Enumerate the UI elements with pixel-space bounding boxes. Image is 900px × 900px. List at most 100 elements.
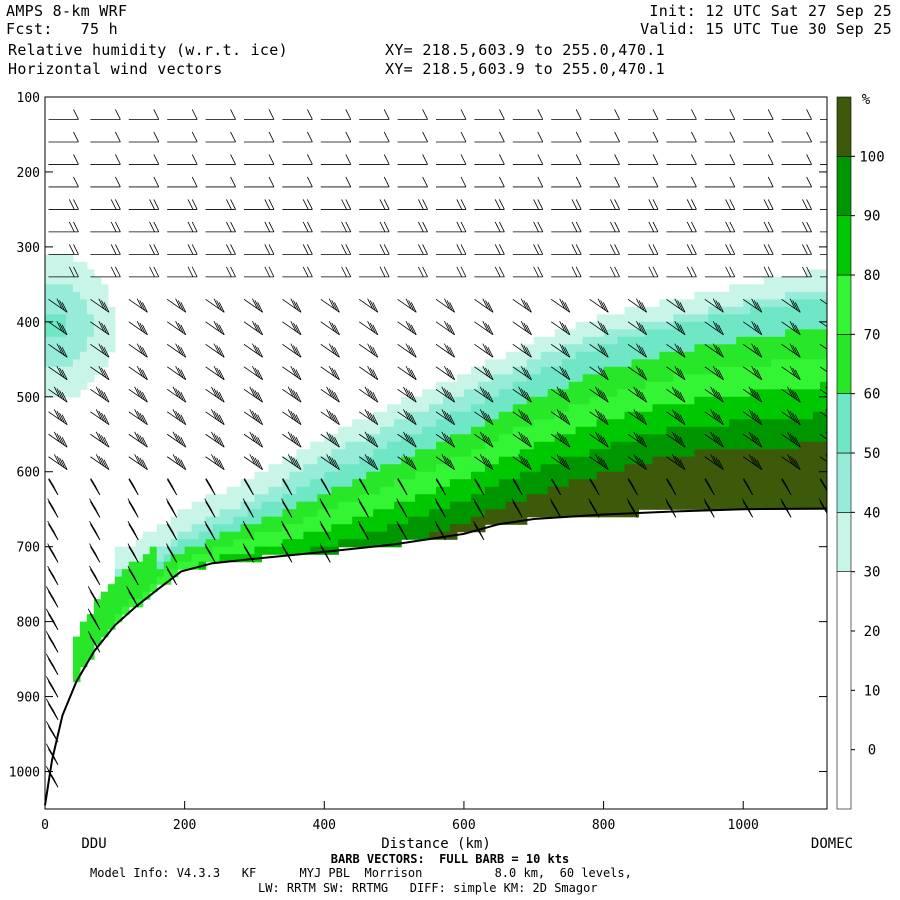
rh-cell bbox=[757, 471, 765, 480]
rh-cell bbox=[617, 389, 626, 398]
wind-barb bbox=[167, 131, 198, 143]
barb-flag bbox=[712, 388, 719, 399]
rh-cell bbox=[114, 599, 123, 608]
wind-barb bbox=[628, 97, 659, 98]
barb-flag bbox=[751, 455, 757, 467]
rh-cell bbox=[722, 464, 730, 473]
barb-flag bbox=[652, 266, 659, 278]
rh-cell bbox=[736, 284, 744, 293]
rh-cell bbox=[540, 351, 549, 360]
barb-flag bbox=[806, 109, 812, 120]
rh-cell bbox=[624, 321, 633, 330]
rh-cell bbox=[568, 359, 577, 368]
rh-cell bbox=[233, 531, 242, 540]
barb-flag bbox=[334, 392, 340, 403]
rh-cell bbox=[65, 254, 74, 263]
rh-cell bbox=[317, 546, 325, 555]
rh-cell bbox=[477, 501, 486, 510]
rh-cell bbox=[596, 486, 605, 495]
rh-cell bbox=[617, 456, 626, 465]
rh-cell bbox=[93, 276, 102, 285]
rh-cell bbox=[771, 306, 779, 315]
rh-cell bbox=[540, 344, 549, 353]
rh-cell bbox=[687, 449, 695, 458]
barb-flag bbox=[474, 478, 481, 489]
rh-cell bbox=[394, 479, 402, 488]
barb-flag bbox=[175, 320, 181, 332]
rh-cell bbox=[422, 531, 430, 540]
rh-cell bbox=[715, 471, 723, 480]
rh-cell bbox=[394, 411, 402, 420]
barb-flag bbox=[703, 498, 710, 509]
barb-flag bbox=[512, 478, 519, 489]
rh-cell bbox=[519, 471, 528, 480]
wind-barb bbox=[551, 154, 582, 165]
barb-flag bbox=[364, 454, 371, 465]
rh-cell bbox=[603, 389, 612, 398]
barb-flag bbox=[520, 365, 527, 377]
barb-flag bbox=[710, 386, 716, 397]
barb-flag bbox=[331, 412, 338, 424]
barb-flag bbox=[89, 543, 95, 554]
rh-cell bbox=[547, 486, 556, 495]
barb-flag bbox=[767, 266, 774, 278]
wind-barb bbox=[358, 343, 379, 358]
y-tick-label: 600 bbox=[17, 466, 40, 481]
barb-flag bbox=[679, 392, 686, 403]
rh-cell bbox=[436, 464, 444, 473]
rh-cell bbox=[275, 494, 283, 503]
barb-flag bbox=[204, 543, 211, 554]
barb-flag bbox=[115, 176, 121, 188]
barb-flag bbox=[725, 199, 731, 210]
rh-cell bbox=[45, 321, 53, 330]
valid-time: Valid: 15 UTC Tue 30 Sep 25 bbox=[640, 20, 892, 38]
rh-cell bbox=[561, 501, 570, 510]
rh-cell bbox=[491, 464, 500, 473]
barb-flag bbox=[449, 437, 456, 448]
rh-cell bbox=[519, 509, 528, 518]
rh-cell bbox=[401, 411, 409, 420]
rh-cell bbox=[659, 314, 668, 323]
rh-cell bbox=[687, 486, 695, 495]
rh-cell bbox=[673, 351, 681, 360]
barb-flag bbox=[53, 431, 60, 442]
rh-cell bbox=[708, 389, 716, 398]
barb-flag bbox=[485, 412, 491, 424]
rh-cell bbox=[743, 456, 751, 465]
wind-barb bbox=[666, 244, 697, 255]
rh-cell bbox=[498, 434, 507, 443]
barb-flag bbox=[831, 390, 836, 400]
rh-cell bbox=[429, 494, 437, 503]
rh-cell bbox=[617, 336, 626, 345]
rh-cell bbox=[813, 381, 821, 390]
rh-cell bbox=[813, 419, 821, 428]
rh-cell bbox=[743, 404, 751, 413]
rh-cell bbox=[533, 501, 542, 510]
rh-cell bbox=[736, 426, 744, 435]
rh-cell bbox=[659, 494, 668, 503]
rh-cell bbox=[436, 411, 444, 420]
colorbar-swatch bbox=[836, 571, 852, 810]
rh-cell bbox=[575, 434, 584, 443]
rh-cell bbox=[589, 329, 598, 338]
rh-cell bbox=[582, 396, 591, 405]
rh-cell bbox=[701, 336, 709, 345]
rh-cell bbox=[687, 306, 695, 315]
rh-cell bbox=[45, 359, 53, 368]
barb-flag bbox=[619, 97, 620, 98]
rh-cell bbox=[408, 516, 416, 525]
rh-cell bbox=[93, 344, 102, 353]
rh-cell bbox=[477, 411, 486, 420]
barb-flag bbox=[729, 199, 736, 210]
rh-cell bbox=[191, 509, 200, 518]
wind-barb bbox=[397, 176, 428, 188]
rh-cell bbox=[498, 396, 507, 405]
rh-cell bbox=[806, 464, 814, 473]
rh-cell bbox=[282, 471, 290, 480]
barb-flag bbox=[364, 409, 371, 420]
barb-flag bbox=[331, 300, 338, 311]
rh-cell bbox=[785, 411, 793, 420]
rh-cell bbox=[177, 531, 186, 540]
wind-barb bbox=[205, 454, 225, 471]
barb-flag bbox=[526, 414, 532, 425]
